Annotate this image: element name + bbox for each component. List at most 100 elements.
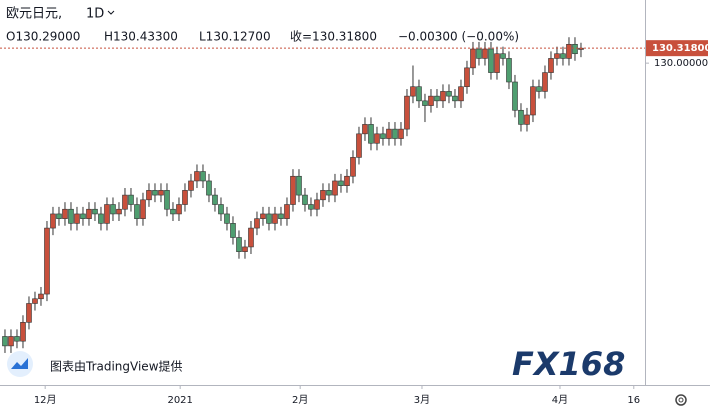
interval[interactable]: 1D [86,7,104,22]
candle-body [206,180,212,196]
candle-body [344,175,350,186]
candle-body [188,180,194,191]
candle-body [236,237,242,252]
candle-body [488,48,494,73]
candle-body [350,157,356,177]
chart-title: 欧元日元, [6,7,62,22]
candle-body [74,213,80,224]
candle-body [26,303,32,323]
candle-body [218,204,224,215]
candle-body [272,213,278,224]
x-tick-label: 16 [627,395,640,406]
candle-body [68,208,74,224]
candle-body [254,218,260,229]
logo: FX168 [512,345,625,383]
candle-body [266,213,272,224]
candle-body [182,190,188,205]
candle-body [56,213,62,219]
candle-body [386,128,392,139]
candle-body [470,48,476,69]
candle-body [422,100,428,106]
candle-body [32,298,38,304]
candle-body [194,171,200,182]
candle-body [506,58,512,83]
candle-body [140,199,146,219]
candle-body [530,86,536,116]
candle-body [434,95,440,102]
candle-body [176,204,182,215]
candle-body [458,86,464,102]
candle-body [524,114,530,125]
candle-body [452,95,458,102]
settings-icon[interactable] [675,394,687,406]
candle-body [554,53,560,59]
candle-body [338,180,344,186]
candle-body [152,190,158,196]
candle-body [410,86,416,97]
watermark: 图表由TradingView提供 [50,359,183,374]
candle-body [518,109,524,125]
y-tick-label: 130.00000 [654,58,708,69]
candle-body [146,190,152,201]
candle-body [86,208,92,219]
candle-body [482,48,488,59]
candle-body [380,133,386,139]
ohlc-close: 收=130.31800 [290,30,377,44]
x-tick-label: 2021 [167,395,192,406]
candle-body [464,67,470,88]
candle-body [536,86,542,92]
candle-body [560,53,566,59]
ohlc-low: L130.12700 [199,30,271,44]
candle-body [116,208,122,215]
candle-body [302,194,308,205]
candle-body [548,58,554,73]
plot [2,37,584,353]
candle-body [392,128,398,139]
candle-body [212,194,218,205]
candle-body [476,48,482,59]
candle-body [110,204,116,215]
candle-body [224,213,230,224]
ohlc-change: −0.00300 (−0.00%) [398,30,519,44]
candle-body [128,194,134,205]
candle-body [50,213,56,229]
candle-body [98,213,104,224]
candle-body [92,208,98,215]
candle-body [440,91,446,102]
candle-body [428,95,434,106]
candle-body [332,180,338,196]
x-tick-label: 4月 [552,394,568,406]
candle-body [248,227,254,248]
candle-body [122,194,128,210]
candle-body [170,208,176,215]
candle-body [374,133,380,144]
candle-body [14,336,20,342]
candle-body [356,133,362,158]
candle-body [314,199,320,210]
candle-body [200,171,206,182]
candle-body [158,190,164,196]
candle-body [296,175,302,196]
candle-body [416,86,422,102]
candle-body [278,213,284,219]
x-tick-label: 3月 [414,394,430,406]
candle-body [320,190,326,201]
candle-body [104,204,110,224]
candle-body [284,204,290,219]
candle-body [2,336,8,347]
candle-body [542,72,548,92]
x-tick-label: 2月 [292,394,308,406]
candle-body [38,293,44,300]
candle-body [368,124,374,144]
interval-chevron[interactable] [107,10,115,15]
ohlc-high: H130.43300 [104,30,178,44]
ohlc-open: O130.29000 [6,30,80,44]
candle-body [20,322,26,342]
last-price-box [646,40,708,57]
candle-body [44,227,50,295]
candle-body [404,95,410,130]
candle-body [308,204,314,210]
candle-body [566,43,572,59]
x-tick-label: 12月 [34,394,57,406]
